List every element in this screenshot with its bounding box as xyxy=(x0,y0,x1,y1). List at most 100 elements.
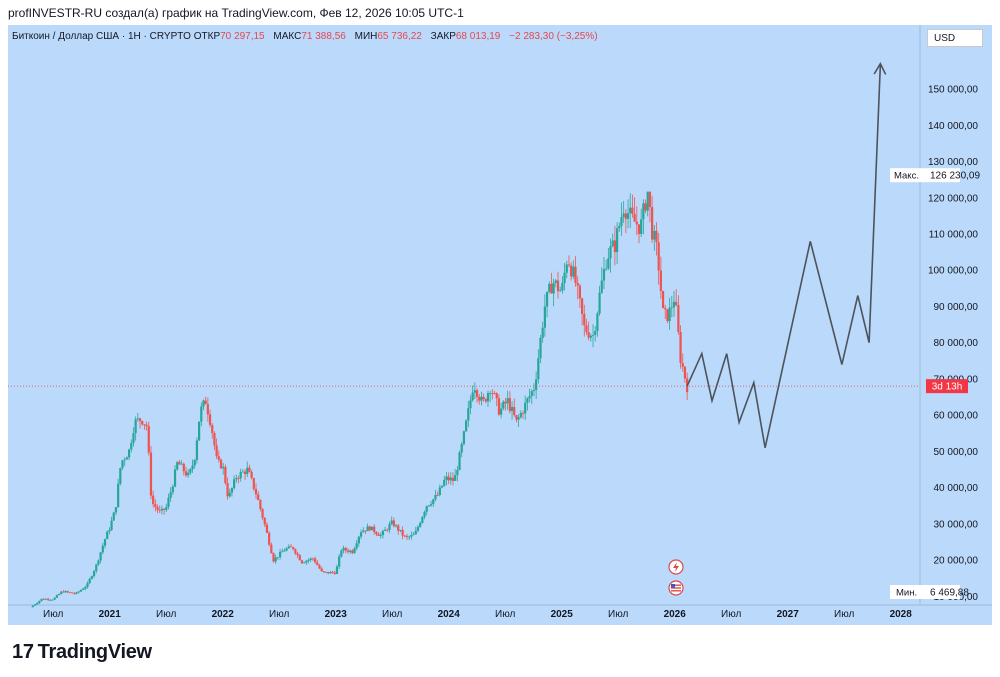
candle-body xyxy=(198,421,201,441)
candle-body xyxy=(327,571,330,574)
chart-area[interactable] xyxy=(8,25,992,625)
candle-body xyxy=(362,530,365,533)
candle-body xyxy=(101,545,104,553)
candle-body xyxy=(298,555,301,561)
candle-body xyxy=(683,366,687,379)
candle-body xyxy=(607,258,610,269)
candle-body xyxy=(644,203,647,211)
candle-body xyxy=(445,476,448,480)
candle-body xyxy=(66,591,69,593)
candle-body xyxy=(40,598,43,601)
candle-body xyxy=(263,517,266,525)
candle-body xyxy=(322,571,325,573)
time-tick-label: Июл xyxy=(721,609,741,620)
candle-body xyxy=(416,526,420,531)
candle-body xyxy=(405,536,409,537)
candle-body xyxy=(480,396,483,401)
candle-body xyxy=(486,393,490,402)
candle-body xyxy=(635,221,638,225)
tradingview-logo[interactable]: 17 TradingView xyxy=(12,641,152,664)
flag-stripe xyxy=(671,584,681,586)
candle-body xyxy=(469,400,472,409)
candle-body xyxy=(657,242,660,271)
candle-body xyxy=(454,475,457,481)
price-tick-label: 90 000,00 xyxy=(934,302,979,313)
candle-body xyxy=(653,230,656,240)
candle-body xyxy=(241,471,244,473)
candle-body xyxy=(171,486,174,493)
candle-body xyxy=(583,313,586,326)
candle-body xyxy=(215,445,218,457)
high-value: 71 388,56 xyxy=(301,31,346,42)
price-tick-label: 130 000,00 xyxy=(928,157,978,168)
candle-body xyxy=(659,270,662,291)
candle-body xyxy=(510,406,514,412)
candle-body xyxy=(548,283,551,292)
candle-body xyxy=(51,599,54,601)
candle-body xyxy=(134,419,137,434)
candle-body xyxy=(127,449,131,458)
candle-body xyxy=(637,224,641,234)
time-tick-label: 2022 xyxy=(212,609,235,620)
candle-body xyxy=(300,560,304,564)
candle-body xyxy=(508,398,511,412)
candle-body xyxy=(233,479,236,489)
candle-body xyxy=(320,568,323,572)
symbol-name: Биткоин / Доллар США · 1Н · CRYPTO xyxy=(12,31,191,42)
us-flag-icon[interactable] xyxy=(668,580,684,596)
candle-body xyxy=(622,213,625,218)
candle-body xyxy=(47,598,50,600)
candle-body xyxy=(370,526,374,531)
candle-body xyxy=(423,511,426,517)
min-marker-box xyxy=(890,585,960,599)
candle-body xyxy=(208,414,212,426)
candle-body xyxy=(296,553,299,556)
candle-body xyxy=(103,539,107,546)
candle-body xyxy=(373,526,376,533)
candle-body xyxy=(333,572,336,574)
candle-body xyxy=(661,290,665,309)
price-tick-label: 140 000,00 xyxy=(928,121,978,132)
candle-body xyxy=(504,401,507,404)
candle-body xyxy=(324,571,328,573)
candle-body xyxy=(149,452,153,496)
candle-body xyxy=(605,268,608,270)
lightning-glyph xyxy=(673,562,679,572)
candle-body xyxy=(484,398,487,402)
candle-body xyxy=(346,550,350,552)
candle-body xyxy=(515,415,518,420)
candle-body xyxy=(112,512,115,521)
max-marker-box xyxy=(890,168,960,183)
min-marker: Мин. 6 469,88 xyxy=(890,585,969,599)
candle-body xyxy=(285,548,288,551)
max-marker-label: Макс. xyxy=(894,171,919,182)
symbol-legend: Биткоин / Доллар США · 1Н · CRYPTO ОТКР7… xyxy=(12,31,604,42)
candle-body xyxy=(88,578,91,584)
candle-body xyxy=(565,264,568,273)
candle-body xyxy=(616,228,619,253)
candle-body xyxy=(491,393,494,394)
event-icon[interactable] xyxy=(668,559,684,575)
candle-body xyxy=(349,550,352,552)
candle-body xyxy=(235,478,238,480)
candle-body xyxy=(419,523,422,527)
max-marker-value: 126 230,09 xyxy=(930,171,980,182)
candle-body xyxy=(576,282,579,286)
candle-body xyxy=(429,503,433,506)
candle-body xyxy=(456,470,459,476)
candle-body xyxy=(526,398,529,403)
time-tick-label: Июл xyxy=(834,609,854,620)
candle-body xyxy=(191,465,194,470)
price-tick-label: 40 000,00 xyxy=(934,483,979,494)
candle-body xyxy=(138,418,142,422)
currency-button[interactable]: USD xyxy=(927,29,983,47)
candle-body xyxy=(187,472,190,476)
candle-body xyxy=(31,605,34,608)
price-tick-label: 30 000,00 xyxy=(934,519,979,530)
candle-body xyxy=(132,433,135,444)
candle-body xyxy=(620,217,623,226)
candle-body xyxy=(162,508,166,510)
candle-body xyxy=(160,508,164,511)
